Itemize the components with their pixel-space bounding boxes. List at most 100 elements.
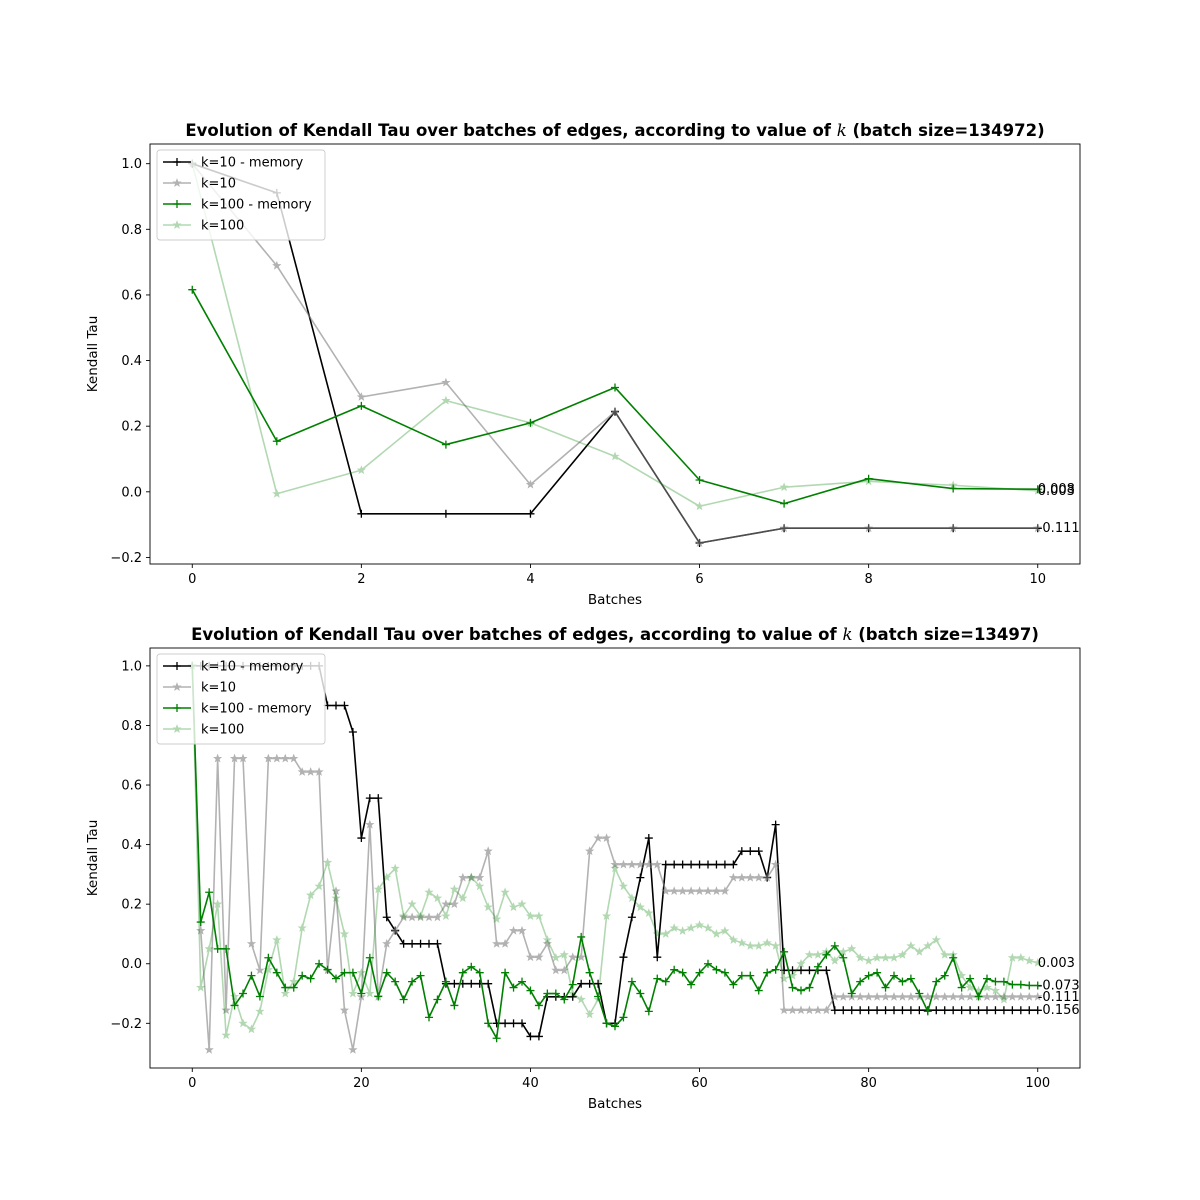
data-point [357, 834, 366, 843]
legend-marker [173, 158, 181, 166]
data-point [306, 767, 316, 776]
data-point [880, 952, 891, 962]
data-point [720, 968, 729, 977]
data-point [847, 1006, 856, 1015]
data-point [500, 938, 510, 948]
data-point [441, 509, 450, 518]
data-point [272, 968, 281, 977]
data-point [780, 499, 789, 508]
data-point [771, 820, 780, 829]
data-point [1008, 980, 1017, 989]
data-point [408, 939, 417, 948]
data-point [644, 859, 654, 869]
y-tick-label: 0.6 [121, 288, 142, 303]
data-point [813, 962, 822, 971]
data-point [365, 794, 374, 803]
data-point [204, 944, 214, 953]
data-point [585, 979, 594, 988]
data-point [678, 860, 687, 869]
data-point [661, 929, 671, 938]
data-point [467, 962, 476, 971]
data-point [973, 985, 984, 995]
data-point [272, 753, 282, 763]
data-point [594, 992, 603, 1001]
data-point [990, 985, 1001, 995]
data-point [923, 991, 933, 1001]
data-point [644, 1007, 653, 1016]
data-point [458, 968, 467, 977]
legend-swatch [163, 724, 191, 733]
data-point [534, 1032, 543, 1041]
data-point [762, 872, 772, 882]
legend-marker [173, 200, 181, 208]
data-point [492, 938, 502, 948]
data-point [221, 1030, 231, 1040]
x-tick-label: 60 [691, 1076, 708, 1091]
data-point [864, 476, 874, 486]
data-point [466, 872, 476, 882]
x-axis-label: Batches [588, 1096, 642, 1112]
data-point [821, 1005, 831, 1015]
data-point [332, 701, 340, 710]
data-point [856, 1006, 865, 1015]
end-value-label: 0.008 [1038, 482, 1075, 497]
data-point [365, 988, 375, 998]
data-point [484, 1019, 493, 1028]
legend-swatch [163, 704, 191, 712]
data-point [906, 941, 916, 950]
data-point [636, 989, 645, 998]
data-point [213, 899, 223, 909]
chart-panel-bottom: Evolution of Kendall Tau over batches of… [85, 625, 1081, 1112]
data-point [357, 989, 366, 998]
y-tick-label: 0.8 [121, 223, 142, 238]
data-point [576, 994, 586, 1004]
data-point [280, 988, 290, 998]
data-point [686, 886, 696, 895]
end-value-label: -0.111 [1038, 990, 1080, 1005]
data-point [432, 912, 443, 922]
data-point [525, 952, 536, 962]
data-point [340, 968, 349, 977]
data-point [881, 983, 890, 992]
data-point [687, 860, 696, 869]
data-point [796, 958, 806, 968]
data-point [501, 1019, 510, 1028]
data-point [601, 833, 612, 842]
data-point [873, 968, 882, 977]
data-point [247, 971, 256, 980]
data-point [365, 953, 374, 962]
data-point [991, 1006, 1000, 1015]
y-tick-label: 0.6 [121, 779, 142, 794]
data-point [897, 949, 908, 959]
data-point [627, 859, 637, 869]
data-point [568, 952, 578, 962]
data-point [804, 949, 815, 959]
data-point [230, 1001, 239, 1010]
series-line [191, 665, 1038, 1037]
data-point [492, 914, 502, 923]
data-point [1033, 1006, 1042, 1015]
data-point [822, 966, 831, 975]
data-point [602, 1019, 611, 1028]
data-point [246, 938, 257, 948]
data-point [331, 886, 341, 895]
data-point [441, 440, 450, 449]
data-point [356, 392, 366, 401]
data-point [542, 935, 552, 944]
data-point [415, 911, 426, 921]
data-point [416, 939, 425, 948]
data-point [332, 974, 340, 983]
data-point [931, 935, 941, 944]
data-point [847, 989, 856, 998]
data-point [407, 899, 417, 909]
data-point [263, 753, 273, 763]
data-point [771, 965, 780, 974]
data-point [238, 1018, 248, 1028]
data-point [585, 846, 595, 856]
data-point [652, 859, 662, 869]
data-point [711, 929, 722, 938]
data-point [475, 872, 485, 882]
y-tick-label: −0.2 [110, 1017, 142, 1032]
data-point [966, 974, 975, 983]
data-point [484, 979, 493, 988]
